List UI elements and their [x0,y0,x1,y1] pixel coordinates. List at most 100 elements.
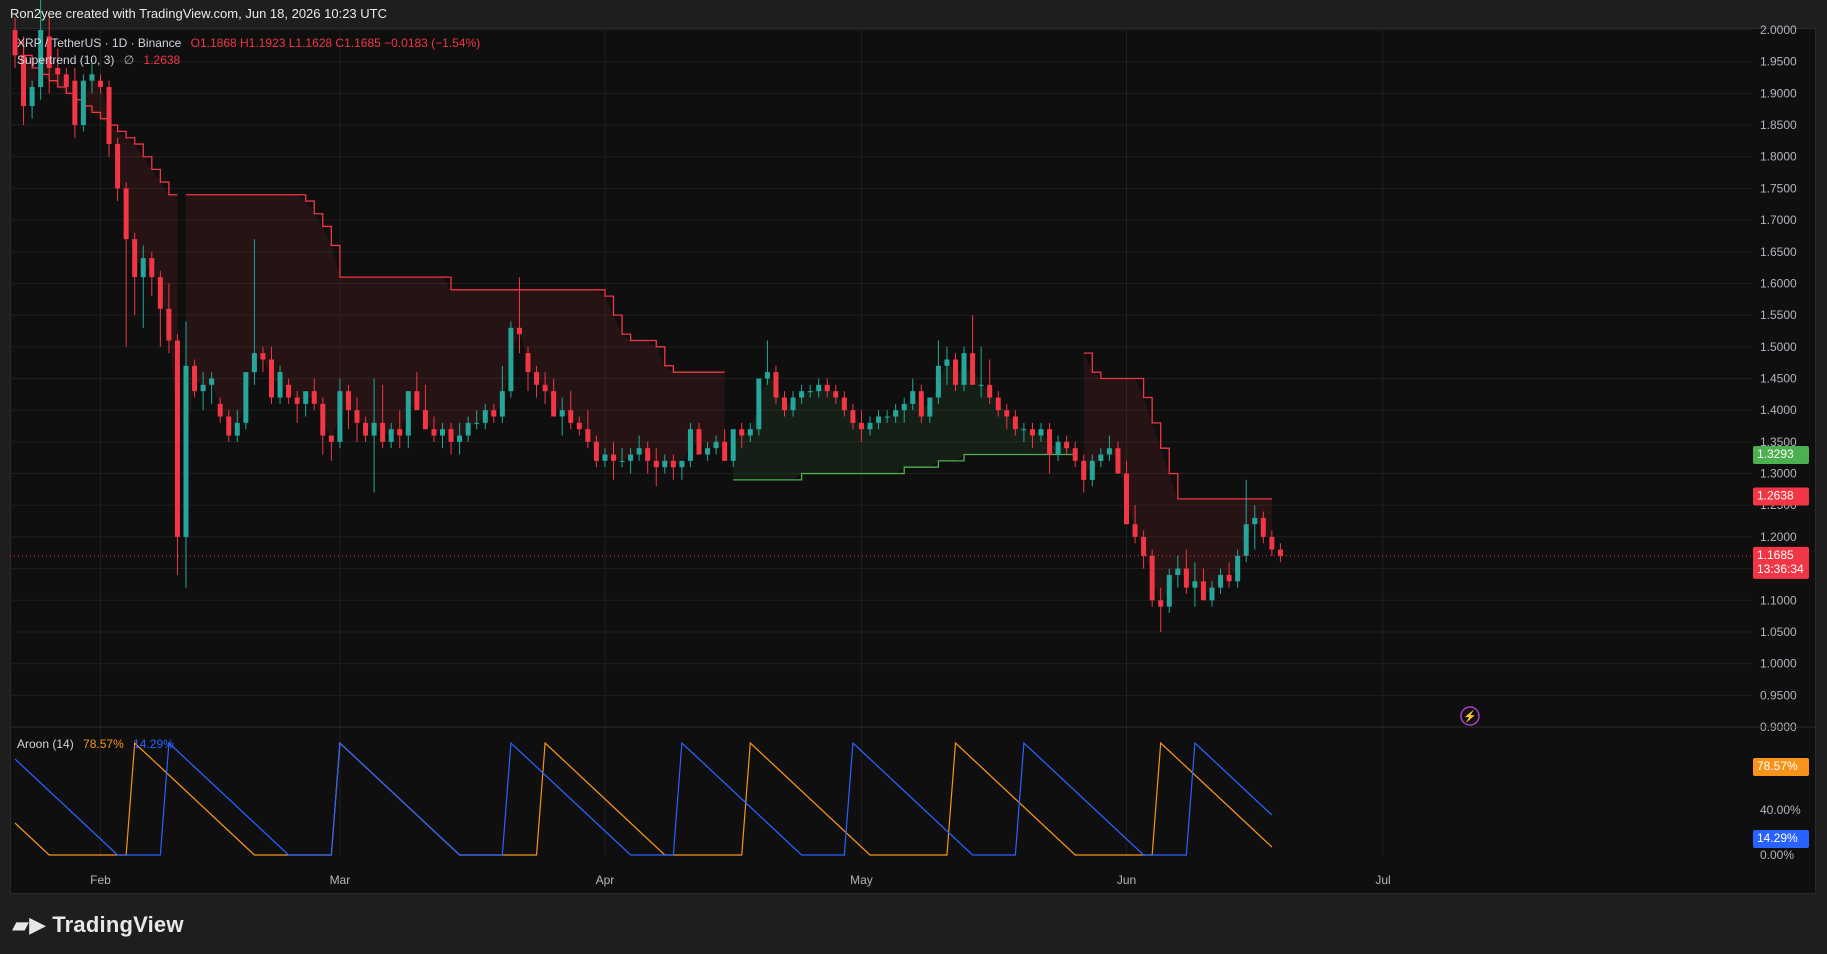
candle-body [953,359,958,385]
aroon-up-value: 78.57% [83,737,124,751]
aroon-label[interactable]: Aroon (14) [17,737,74,751]
candle-body [935,365,941,398]
y-tick-label: 1.7000 [1760,213,1797,227]
alert-bolt-icon [1460,706,1480,726]
candle-body [1209,587,1215,601]
candle-body [337,391,343,442]
candle-body [884,416,890,418]
y-tick-label: 0.9500 [1760,688,1797,702]
candle-body [1081,460,1087,480]
candle-body [876,416,882,423]
candle-body [1012,416,1018,430]
eye-icon[interactable]: ∅ [123,53,135,67]
supertrend-line [186,194,725,373]
candle-body [653,460,659,468]
candle-body [1038,429,1044,436]
candle-body [149,258,155,278]
candle-body [371,422,377,436]
candle-body [422,410,428,430]
candle-body [80,80,86,126]
last-price-tag: 13:36:34 [1757,562,1804,576]
candle-body [363,422,369,436]
supertrend-value: 1.2638 [143,53,181,67]
candle-body [807,391,813,393]
candle-body [1098,454,1104,461]
candle-body [782,397,787,411]
candle-body [662,460,668,468]
candle-body [55,68,61,75]
candle-body [670,460,676,468]
y-tick-label: 2.0000 [1760,23,1797,37]
candle-body [790,397,796,411]
symbol-label[interactable]: XRP / TetherUS · 1D · Binance [17,36,182,50]
candle-body [38,30,44,88]
candle-body [1192,581,1198,588]
candle-body [910,391,916,404]
candle-body [311,391,317,404]
candle-body [448,429,454,442]
last-price-tag: 1.1685 [1757,548,1794,562]
candle-body [1141,536,1147,556]
candle-body [1106,448,1112,455]
x-tick-label: Jul [1375,873,1390,887]
price-chart[interactable]: 2.0000 1.9500 1.9000 1.8500 1.8000 1.7500 1.70… [0,0,1827,894]
brand-text: TradingView [52,912,184,937]
y-tick-label: 1.1000 [1760,593,1797,607]
candle-body [645,448,651,461]
aroon-up-tag: 78.57% [1757,759,1798,773]
candle-body [901,403,907,411]
candle-body [29,87,35,107]
candle-body [551,391,557,417]
candle-body [542,384,548,392]
candle-body [89,74,95,81]
candle-body [739,429,745,436]
candle-body [713,441,719,449]
supertrend-line [1083,352,1272,500]
candle-body [1124,473,1129,525]
supertrend-label[interactable]: Supertrend (10, 3) [17,53,115,67]
candle-body [585,429,591,442]
aroon-down-tag: 14.29% [1757,831,1798,845]
aroon-legend: Aroon (14) 78.57% 14.29% [17,737,174,751]
candle-body [115,144,121,189]
candle-body [217,403,223,417]
candle-body [679,460,685,468]
candle-body [764,372,770,379]
candle-body [1260,517,1266,537]
candle-body [1175,568,1181,575]
candle-body [1218,574,1224,588]
top-caption-bar: Ron2yee created with TradingView.com, Ju… [0,0,1827,28]
candle-body [1132,524,1138,537]
candle-body [1021,429,1027,431]
candle-body [474,422,480,424]
aroon-tick-label: 0.00% [1760,848,1794,862]
candle-body [303,391,309,404]
candle-body [799,391,805,398]
candle-body [747,429,753,436]
aroon-up-tag-bg [1753,758,1809,777]
candle-body [140,258,146,278]
candle-body [1004,410,1010,417]
candle-body [995,397,1001,411]
candle-body [756,378,762,430]
y-tick-label: 1.8500 [1760,118,1797,132]
candle-body [978,384,984,386]
candle-body [824,384,830,392]
last-price-tag-bg [1753,546,1809,579]
tradingview-logo[interactable]: ▰▶ TradingView [12,912,184,938]
y-tick-label: 1.6000 [1760,276,1797,290]
candle-body [98,80,103,88]
supertrend-down-tag: 1.2638 [1757,488,1794,502]
y-tick-label: 1.3500 [1760,435,1797,449]
chart-frame[interactable] [10,28,1816,894]
candle-body [927,397,933,417]
aroon-down-tag-bg [1753,829,1809,848]
candle-body [1072,448,1078,461]
candle-body [850,410,856,423]
candle-body [328,435,334,442]
candle-body [63,74,69,88]
candle-body [46,36,52,69]
ohlc-values: O1.1868 H1.1923 L1.1628 C1.1685 −0.0183 … [190,36,481,50]
candle-body [730,429,736,461]
candle-body [961,353,967,385]
